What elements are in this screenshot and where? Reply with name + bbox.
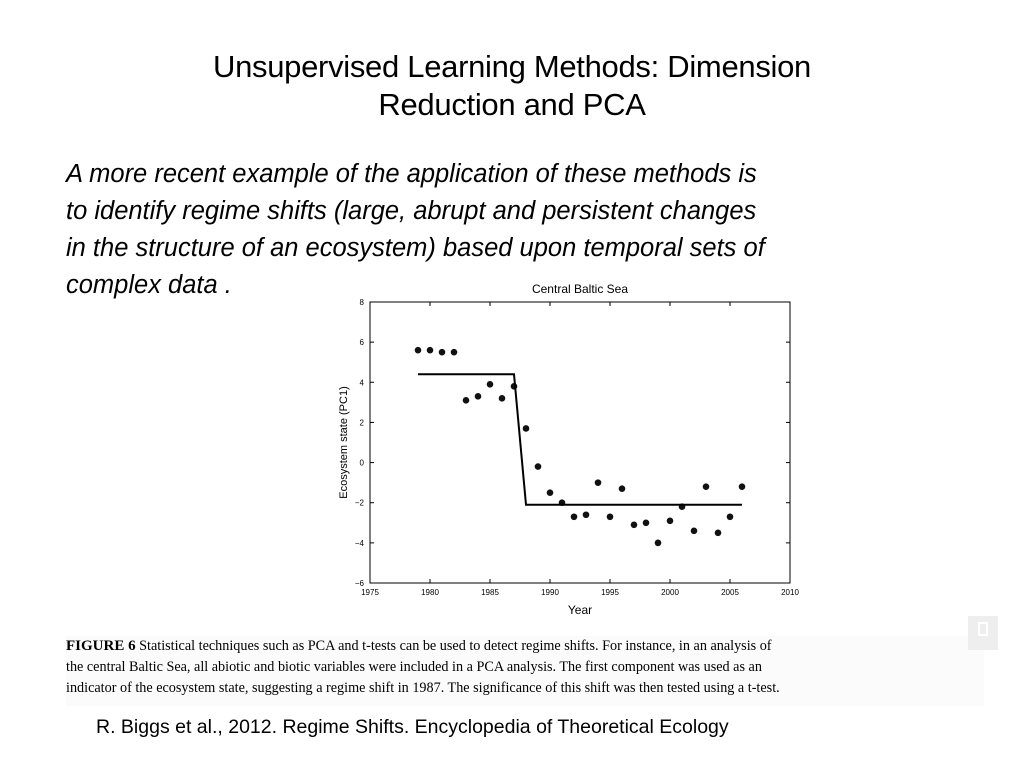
y-axis-label: Ecosystem state (PC1) <box>338 386 350 498</box>
title-line-2: Reduction and PCA <box>378 87 646 122</box>
data-point <box>714 529 722 537</box>
data-point <box>594 479 602 486</box>
x-tick-label: 1985 <box>481 588 499 597</box>
y-tick-label: −2 <box>355 499 365 508</box>
y-tick-label: 0 <box>360 459 365 468</box>
body-line-3: in the structure of an ecosystem) based … <box>66 234 765 262</box>
data-point <box>462 397 470 404</box>
caption-row-1: FIGURE 6 Statistical techniques such as … <box>66 636 984 657</box>
data-point <box>570 513 578 521</box>
data-point <box>618 485 626 492</box>
title-line-1: Unsupervised Learning Methods: Dimension <box>213 49 811 84</box>
y-tick-label: −6 <box>355 579 365 588</box>
body-line-1: A more recent example of the application… <box>66 160 757 188</box>
body-paragraph: A more recent example of the application… <box>66 156 946 304</box>
plot-frame <box>369 301 791 584</box>
x-tick-label: 2010 <box>781 588 799 597</box>
y-tick-label: 4 <box>360 378 365 387</box>
caption-line-1: Statistical techniques such as PCA and t… <box>135 638 772 654</box>
x-tick-label: 1980 <box>421 588 439 597</box>
chart-title: Central Baltic Sea <box>532 282 628 296</box>
y-tick-label: 2 <box>360 418 365 427</box>
data-point <box>642 519 650 527</box>
y-tick-label: 6 <box>360 338 365 347</box>
figure-caption: FIGURE 6 Statistical techniques such as … <box>66 636 984 706</box>
data-point <box>414 346 422 354</box>
data-point <box>690 527 698 535</box>
data-point <box>606 513 614 521</box>
x-tick-label: 2005 <box>721 588 739 597</box>
caption-label: FIGURE 6 <box>66 638 136 654</box>
data-point <box>546 489 554 496</box>
regime-step-line <box>418 373 742 506</box>
body-line-2: to identify regime shifts (large, abrupt… <box>66 197 757 225</box>
side-decoration <box>968 616 998 650</box>
data-point <box>738 483 746 490</box>
x-axis-label: Year <box>568 603 592 617</box>
x-tick-label: 2000 <box>661 588 679 597</box>
x-tick-label: 1975 <box>361 588 379 597</box>
data-point <box>630 521 638 529</box>
data-point <box>486 380 494 388</box>
y-tick-label: −4 <box>355 539 365 548</box>
data-point <box>582 511 590 519</box>
data-point <box>534 463 542 470</box>
data-point <box>666 517 674 525</box>
data-point <box>438 348 446 356</box>
caption-line-2: the central Baltic Sea, all abiotic and … <box>66 659 762 675</box>
data-point <box>450 348 458 356</box>
data-point <box>498 395 506 402</box>
data-point <box>522 425 530 432</box>
x-tick-label: 1990 <box>541 588 559 597</box>
scatter-chart: Central Baltic Sea −6 −4 −2 0 2 4 6 8 1975 1980 198… <box>338 282 799 617</box>
data-point <box>702 483 710 490</box>
data-point <box>426 346 434 354</box>
slide-title: Unsupervised Learning Methods: Dimension… <box>0 48 1024 124</box>
x-tick-label: 1995 <box>601 588 619 597</box>
data-point <box>474 393 482 400</box>
data-point <box>726 513 734 521</box>
data-point <box>654 539 662 547</box>
y-tick-label: 8 <box>360 298 365 307</box>
body-line-4: complex data . <box>66 271 232 299</box>
caption-line-3: indicator of the ecosystem state, sugges… <box>66 680 780 696</box>
reference-citation: R. Biggs et al., 2012. Regime Shifts. En… <box>96 716 729 738</box>
decoration-mark <box>978 622 988 636</box>
